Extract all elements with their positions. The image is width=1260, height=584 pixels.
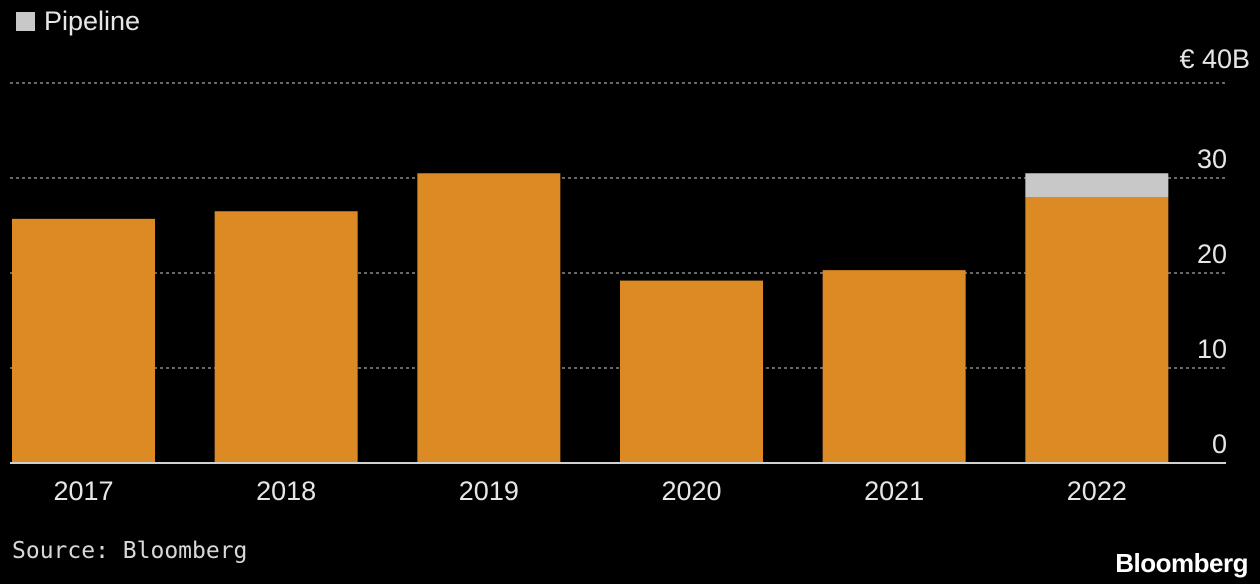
bar-2020-series-0: [620, 280, 763, 463]
bar-2018-series-0: [214, 211, 358, 463]
y-tick-label-40: € 40B: [1179, 44, 1250, 74]
bar-2022-series-0: [1025, 197, 1169, 463]
y-tick-label-10: 10: [1197, 334, 1227, 364]
x-tick-label-2021: 2021: [864, 476, 924, 506]
bar-2022-series-1: [1025, 173, 1169, 197]
bloomberg-logo: Bloomberg: [1115, 548, 1248, 578]
y-tick-label-0: 0: [1212, 429, 1227, 459]
legend: Pipeline: [16, 6, 140, 37]
y-tick-label-20: 20: [1197, 239, 1227, 269]
y-tick-label-30: 30: [1197, 144, 1227, 174]
x-tick-label-2022: 2022: [1067, 476, 1127, 506]
bar-2021-series-0: [822, 270, 966, 463]
bar-2017-series-0: [12, 218, 155, 463]
x-tick-label-2017: 2017: [53, 476, 113, 506]
bar-2019-series-0: [417, 173, 561, 463]
x-tick-label-2020: 2020: [661, 476, 721, 506]
legend-label-pipeline: Pipeline: [44, 6, 141, 36]
x-tick-label-2018: 2018: [256, 476, 316, 506]
x-tick-label-2019: 2019: [459, 476, 519, 506]
legend-swatch-pipeline: [16, 12, 35, 31]
source-note: Source: Bloomberg: [12, 538, 248, 564]
